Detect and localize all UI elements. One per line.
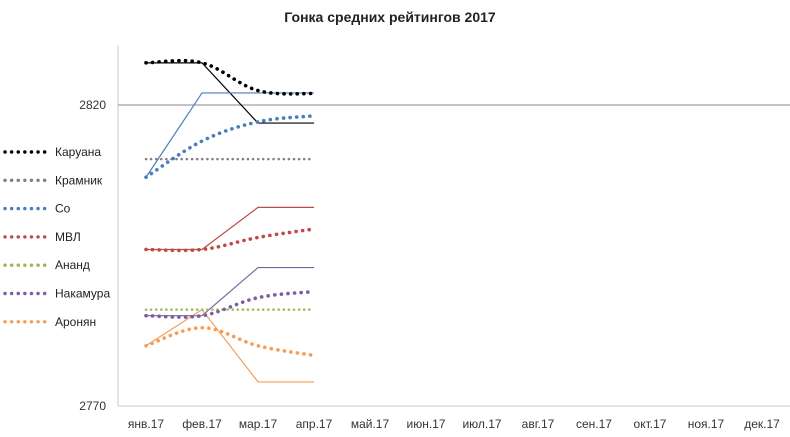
legend-entry: Аронян — [3, 315, 96, 329]
monthly-line — [145, 308, 314, 383]
x-tick-label: мар.17 — [239, 417, 278, 431]
average-line — [144, 114, 316, 180]
legend-entry: Ананд — [3, 258, 90, 272]
x-tick-label: окт.17 — [634, 417, 667, 431]
legend-entry: Каруана — [3, 145, 101, 159]
monthly-line — [146, 206, 314, 251]
legend-entry: Накамура — [3, 287, 110, 301]
x-tick-label: дек.17 — [744, 417, 780, 431]
chart-title: Гонка средних рейтингов 2017 — [284, 9, 496, 25]
monthly-lines — [145, 62, 314, 383]
x-tick-label: янв.17 — [128, 417, 165, 431]
legend-label: Накамура — [55, 287, 110, 301]
x-tick-label: сен.17 — [576, 417, 612, 431]
x-tick-label: ноя.17 — [688, 417, 725, 431]
average-lines — [144, 58, 316, 358]
y-tick-label-top: 2820 — [79, 98, 106, 112]
average-line — [144, 325, 316, 358]
x-tick-label: фев.17 — [182, 417, 222, 431]
legend-label: Аронян — [55, 315, 96, 329]
legend-entry: Крамник — [3, 173, 103, 187]
x-tick-label: июл.17 — [462, 417, 501, 431]
legend-label: Со — [55, 202, 71, 216]
average-line — [144, 227, 316, 253]
legend-label: Ананд — [55, 258, 90, 272]
x-tick-label: май.17 — [351, 417, 390, 431]
legend-label: Крамник — [55, 173, 103, 187]
average-line — [144, 289, 316, 319]
x-tick-labels: янв.17 фев.17 мар.17 апр.17 май.17 июн.17 июл.… — [128, 417, 780, 431]
y-tick-label-bottom: 2770 — [79, 399, 106, 413]
monthly-line — [145, 92, 314, 178]
monthly-line — [146, 266, 314, 317]
x-tick-label: апр.17 — [296, 417, 333, 431]
average-line — [144, 58, 316, 96]
legend-entry: Со — [3, 202, 71, 216]
x-tick-label: авг.17 — [522, 417, 555, 431]
x-tick-label: июн.17 — [406, 417, 445, 431]
legend-entry: МВЛ — [3, 230, 81, 244]
legend: Каруана Крамник Со МВЛ Ананд Накамура Аронян — [3, 145, 110, 329]
legend-label: Каруана — [55, 145, 101, 159]
legend-label: МВЛ — [55, 230, 81, 244]
